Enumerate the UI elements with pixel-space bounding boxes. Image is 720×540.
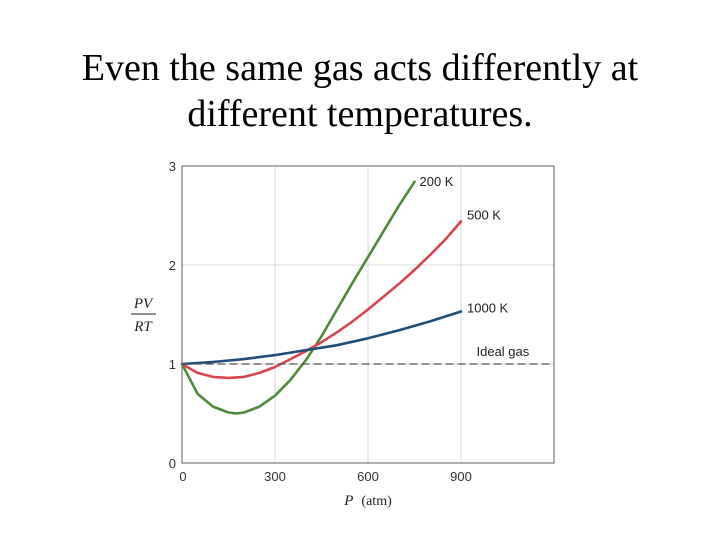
chart-series bbox=[180, 180, 555, 415]
x-axis-label: P (atm) bbox=[343, 492, 392, 509]
y-tick-label: 2 bbox=[169, 258, 176, 273]
series-labels: 200 K 500 K 1000 K Ideal gas bbox=[420, 174, 530, 359]
series-label-ideal-gas: Ideal gas bbox=[477, 344, 530, 359]
series-line-200-k bbox=[180, 180, 416, 415]
y-axis-label-top: PV bbox=[133, 296, 154, 312]
x-tick-label: 900 bbox=[450, 469, 472, 484]
series-label-200-k: 200 K bbox=[420, 174, 454, 189]
x-tick-label: 0 bbox=[179, 469, 186, 484]
series-line-1000-k bbox=[180, 310, 463, 366]
slide-title: Even the same gas acts differently at di… bbox=[0, 46, 720, 137]
y-axis-ticks: 0 1 2 3 bbox=[169, 159, 176, 471]
slide-title-line-2: different temperatures. bbox=[187, 92, 533, 135]
plot-frame bbox=[181, 165, 555, 464]
x-axis-label-symbol: P bbox=[343, 493, 353, 509]
x-tick-label: 600 bbox=[357, 469, 379, 484]
y-axis-label-bottom: RT bbox=[133, 319, 153, 335]
series-label-500-k: 500 K bbox=[467, 207, 501, 222]
y-tick-label: 1 bbox=[169, 357, 176, 372]
x-axis-label-unit: (atm) bbox=[361, 494, 392, 509]
series-label-1000-k: 1000 K bbox=[467, 301, 509, 316]
x-axis-ticks: 0 300 600 900 bbox=[179, 469, 471, 484]
series-line-500-k bbox=[180, 220, 463, 380]
y-tick-label: 0 bbox=[169, 456, 176, 471]
y-tick-label: 3 bbox=[169, 159, 176, 174]
slide-title-line-1: Even the same gas acts differently at bbox=[81, 47, 639, 89]
x-tick-label: 300 bbox=[264, 469, 286, 484]
